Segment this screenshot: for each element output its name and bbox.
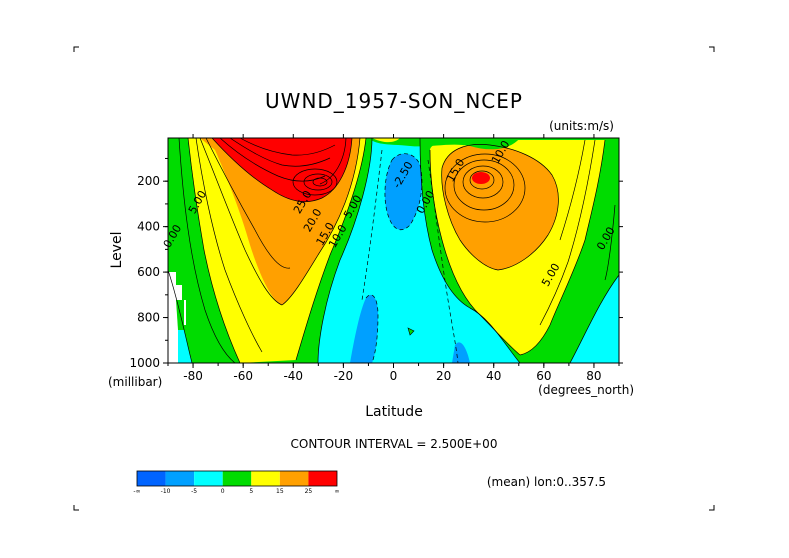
contour-lines-solid [168, 138, 619, 363]
nh-orange-band [441, 144, 559, 270]
colorbar-swatch [251, 471, 280, 486]
colorbar-label: -5 [191, 488, 197, 495]
y-axis-label: Level [109, 232, 125, 269]
trop-easterly-upper [384, 153, 422, 230]
x-tick-label: 20 [436, 369, 451, 383]
trop-easterly-lower-sh [350, 294, 378, 363]
colorbar-label: 15 [276, 488, 284, 495]
x-tick-label: 80 [586, 369, 601, 383]
y-tick-label: 1000 [129, 356, 160, 370]
units-label: (units:m/s) [549, 119, 614, 133]
colorbar-swatch [222, 471, 252, 486]
colorbar-swatch [165, 471, 195, 486]
nh-red-core [472, 172, 490, 184]
colorbar: -∞ -10 -5 0 5 15 25 ∞ [133, 470, 340, 495]
contour-lines-dashed [361, 149, 459, 363]
y-tick-label: 600 [137, 265, 160, 279]
x-tick-label: 40 [486, 369, 501, 383]
x-axis-unit: (degrees_north) [538, 383, 634, 397]
contour-field [168, 138, 619, 363]
colorbar-label: ∞ [335, 488, 340, 495]
antarctic-topography [168, 272, 186, 363]
colorbar-label: 0 [221, 488, 225, 495]
y-tick-label: 800 [137, 311, 160, 325]
x-tick-label: 60 [536, 369, 551, 383]
colorbar-label: -∞ [133, 488, 140, 495]
top-green-wisp [368, 138, 520, 150]
colorbar-label: 5 [249, 488, 253, 495]
trop-easterly-lower-nh [452, 342, 470, 363]
y-tick-label: 200 [137, 174, 160, 188]
top-yellow-wisp [372, 138, 400, 143]
corner-marks [73, 46, 715, 511]
x-tick-label: -20 [334, 369, 354, 383]
colorbar-swatch [308, 471, 337, 486]
x-tick-label: -40 [283, 369, 303, 383]
x-tick-label: 0 [390, 369, 398, 383]
colorbar-label: -10 [161, 488, 171, 495]
footer-lon-text: (mean) lon:0..357.5 [487, 475, 606, 489]
y-axis-unit: (millibar) [108, 375, 162, 389]
y-axis: 200 400 600 800 1000 [129, 157, 623, 370]
colorbar-swatch [279, 471, 309, 486]
colorbar-label: 25 [305, 488, 313, 495]
x-tick-label: -80 [183, 369, 203, 383]
colorbar-frame [136, 470, 338, 487]
x-axis-label: Latitude [365, 404, 423, 420]
y-tick-label: 400 [137, 220, 160, 234]
x-tick-label: -60 [233, 369, 253, 383]
colorbar-swatch [194, 471, 223, 486]
chart-title: UWND_1957-SON_NCEP [265, 89, 523, 113]
x-axis: -80 -60 -40 -20 0 20 40 60 80 [167, 134, 620, 383]
contour-interval-text: CONTOUR INTERVAL = 2.500E+00 [291, 437, 498, 451]
small-contour-marker [407, 327, 415, 336]
colorbar-swatch [137, 471, 166, 486]
